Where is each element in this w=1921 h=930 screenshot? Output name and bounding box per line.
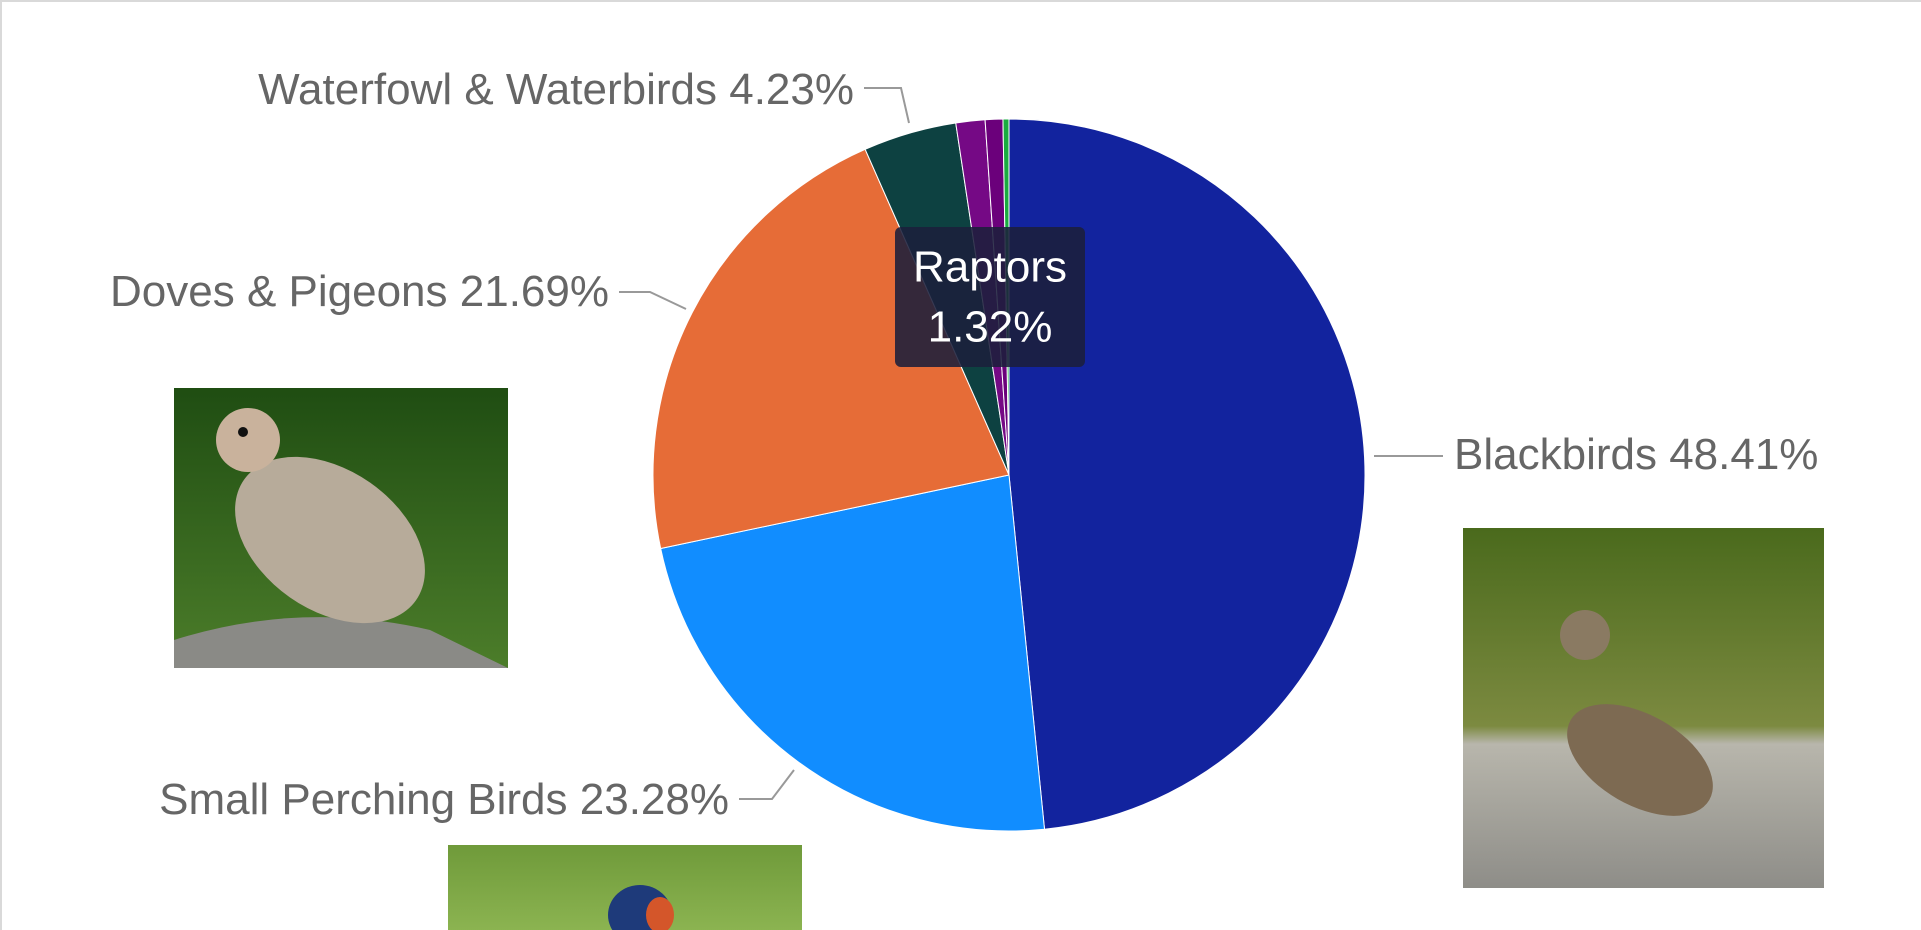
data-label-value: 4.23%: [729, 65, 854, 114]
tooltip: Raptors 1.32%: [895, 227, 1085, 367]
tooltip-box: [895, 227, 1085, 367]
leader-line: [739, 769, 795, 800]
data-label-value: 21.69%: [460, 267, 609, 316]
tooltip-category: Raptors: [913, 243, 1067, 292]
dove-photo: [174, 388, 508, 668]
pie-slice: [1008, 118, 1366, 830]
pie-slice: [1002, 118, 1010, 476]
data-label: Blackbirds 48.41%: [1454, 430, 1818, 479]
data-label-category: Waterfowl & Waterbirds: [258, 65, 717, 114]
pie: [652, 118, 1366, 832]
blackbird-photo: [1463, 528, 1824, 888]
pie-slice: [660, 474, 1046, 832]
data-label-category: Blackbirds: [1454, 430, 1657, 479]
data-label-category: Small Perching Birds: [159, 775, 567, 824]
tooltip-value: 1.32%: [928, 303, 1053, 352]
data-labels: Blackbirds 48.41% Small Perching Birds 23…: [110, 65, 1818, 824]
data-label-category: Doves & Pigeons: [110, 267, 448, 316]
data-label: Small Perching Birds 23.28%: [159, 775, 729, 824]
swallow-photo: [448, 845, 802, 930]
data-label: Waterfowl & Waterbirds 4.23%: [258, 65, 854, 114]
data-label-value: 23.28%: [580, 775, 729, 824]
data-label-value: 48.41%: [1669, 430, 1818, 479]
pie-slice: [652, 148, 1010, 550]
leader-line: [864, 87, 910, 124]
leader-line: [619, 291, 687, 310]
data-label: Doves & Pigeons 21.69%: [110, 267, 609, 316]
